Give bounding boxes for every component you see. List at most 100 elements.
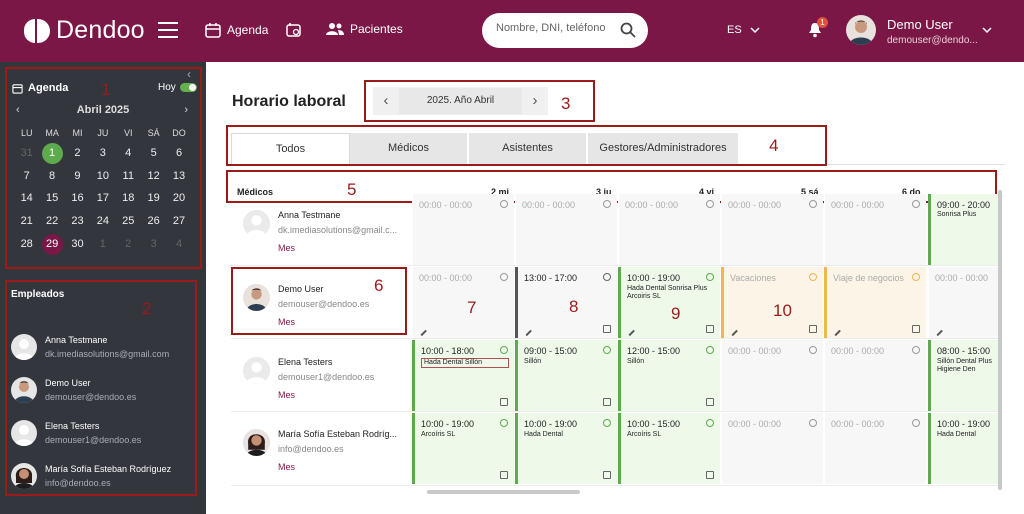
calendar-day[interactable]: 4 [175,238,183,250]
shift-cell[interactable]: 00:00 - 00:00 [824,194,926,265]
shift-cell[interactable]: 12:00 - 15:00 Sillón [618,340,720,411]
calendar-day[interactable]: 1 [99,238,106,250]
calendar-day[interactable]: 27 [172,215,186,227]
copy-icon[interactable] [603,398,611,406]
shift-cell[interactable]: 00:00 - 00:00 [928,267,998,338]
search-icon[interactable] [620,22,636,38]
calendar-day[interactable]: 21 [20,215,33,227]
calendar-day[interactable]: 23 [71,215,84,227]
calendar-day[interactable]: 20 [172,192,186,204]
copy-icon[interactable] [706,471,714,479]
calendar-day[interactable]: 28 [20,238,33,250]
copy-icon[interactable] [603,325,611,333]
calendar-day[interactable]: 14 [20,192,33,204]
tab-asistentes[interactable]: Asistentes [469,133,588,164]
shift-cell[interactable]: 00:00 - 00:00 [412,194,514,265]
shift-cell[interactable]: 09:00 - 20:00 Sonrisa Plus [928,194,998,265]
month-link[interactable]: Mes [278,317,296,327]
copy-icon[interactable] [500,471,508,479]
today-toggle[interactable]: Hoy [158,82,197,93]
edit-icon[interactable] [731,329,738,336]
calendar-day[interactable]: 4 [125,147,132,159]
user-name[interactable]: Demo User [887,17,953,32]
calendar-day[interactable]: 6 [175,147,183,159]
calendar-day[interactable]: 15 [45,192,59,204]
edit-icon[interactable] [420,329,427,336]
shift-cell[interactable]: 00:00 - 00:00 [824,340,926,411]
edit-icon[interactable] [628,329,635,336]
employee-cell[interactable]: Demo User demouser@dendoo.es Mes [243,284,369,327]
copy-icon[interactable] [706,325,714,333]
calendar-day[interactable]: 31 [20,147,33,159]
calendar-day[interactable]: 10 [96,170,109,182]
employee-list-item[interactable]: Demo User demouser@dendoo.es [11,377,136,403]
calendar-day[interactable]: 11 [122,170,134,182]
calendar-day[interactable]: 26 [147,215,160,227]
tab-gestores[interactable]: Gestores/Administradores [588,133,740,164]
shift-cell[interactable]: 00:00 - 00:00 [721,413,823,484]
brand-logo[interactable]: Dendoo [24,16,145,45]
copy-icon[interactable] [500,398,508,406]
shift-cell[interactable]: 10:00 - 19:00 Hada Dental [515,413,617,484]
prev-period-icon[interactable]: ‹ [383,92,389,109]
shift-cell[interactable]: Vacaciones [721,267,823,338]
menu-icon[interactable] [158,22,178,38]
calendar-day[interactable]: 13 [172,170,186,182]
calendar-day[interactable]: 8 [49,170,56,182]
calendar-day[interactable]: 3 [99,147,106,159]
collapse-chevron-icon[interactable]: ‹ [187,67,191,81]
calendar-day-today[interactable]: 1 [41,143,63,164]
calendar-day[interactable]: 7 [23,170,30,182]
calendar-day[interactable]: 25 [122,215,135,227]
calendar-day[interactable]: 19 [147,192,160,204]
next-month-icon[interactable]: › [184,104,188,116]
shift-cell[interactable]: 10:00 - 18:00 Hada Dental Sillón [412,340,514,411]
shift-cell[interactable]: 00:00 - 00:00 [412,267,514,338]
employee-cell[interactable]: Anna Testmane dk.imediasolutions@gmail.c.… [243,210,397,253]
employee-list-item[interactable]: Anna Testmane dk.imediasolutions@gmail.co… [11,334,169,360]
shift-cell[interactable]: 10:00 - 19:00 Hada Dental Sonrisa Plus Ar… [618,267,720,338]
search-input[interactable] [496,22,616,34]
month-link[interactable]: Mes [278,243,296,253]
calendar-day-selected[interactable]: 29 [41,234,63,255]
calendar-day[interactable]: 24 [96,215,109,227]
nav-pacientes[interactable]: Pacientes [326,22,403,36]
copy-icon[interactable] [706,398,714,406]
employee-list-item[interactable]: Elena Testers demouser1@dendoo.es [11,420,141,446]
shift-cell[interactable]: 00:00 - 00:00 [824,413,926,484]
copy-icon[interactable] [912,325,920,333]
calendar-day[interactable]: 9 [74,170,81,182]
calendar-day[interactable]: 17 [96,192,109,204]
employee-list-item[interactable]: María Sofía Esteban Rodríguez info@dendoo… [11,463,171,489]
shift-cell[interactable]: 09:00 - 15:00 Sillón [515,340,617,411]
calendar-day[interactable]: 3 [150,238,157,250]
copy-icon[interactable] [603,471,611,479]
tab-todos[interactable]: Todos [231,133,350,164]
period-label[interactable]: 2025. Año Abril [399,88,522,114]
shift-cell[interactable]: 00:00 - 00:00 [721,194,823,265]
horizontal-scrollbar[interactable] [427,490,580,494]
language-selector[interactable]: ES [727,24,762,36]
calendar-day[interactable]: 2 [125,238,132,250]
shift-cell[interactable]: 00:00 - 00:00 [618,194,720,265]
month-link[interactable]: Mes [278,390,296,400]
nav-calendar-search[interactable] [286,22,308,38]
chevron-down-icon[interactable] [981,25,993,35]
prev-month-icon[interactable]: ‹ [16,104,20,116]
edit-icon[interactable] [834,329,841,336]
calendar-day[interactable]: 18 [122,192,135,204]
shift-cell[interactable]: Viaje de negocios [824,267,926,338]
shift-cell[interactable]: 13:00 - 17:00 [515,267,617,338]
next-period-icon[interactable]: › [532,92,538,109]
edit-icon[interactable] [936,329,943,336]
shift-cell[interactable]: 10:00 - 19:00 Arcoíris SL [412,413,514,484]
shift-cell[interactable]: 08:00 - 15:00 Sillón Dental Plus Higiene … [928,340,998,411]
toggle-switch[interactable] [179,83,197,92]
calendar-day[interactable]: 16 [71,192,84,204]
employee-cell[interactable]: Elena Testers demouser1@dendoo.es Mes [243,357,374,400]
user-avatar[interactable] [846,15,876,45]
edit-icon[interactable] [525,329,532,336]
calendar-day[interactable]: 30 [71,238,84,250]
tab-medicos[interactable]: Médicos [350,133,469,164]
month-link[interactable]: Mes [278,462,296,472]
